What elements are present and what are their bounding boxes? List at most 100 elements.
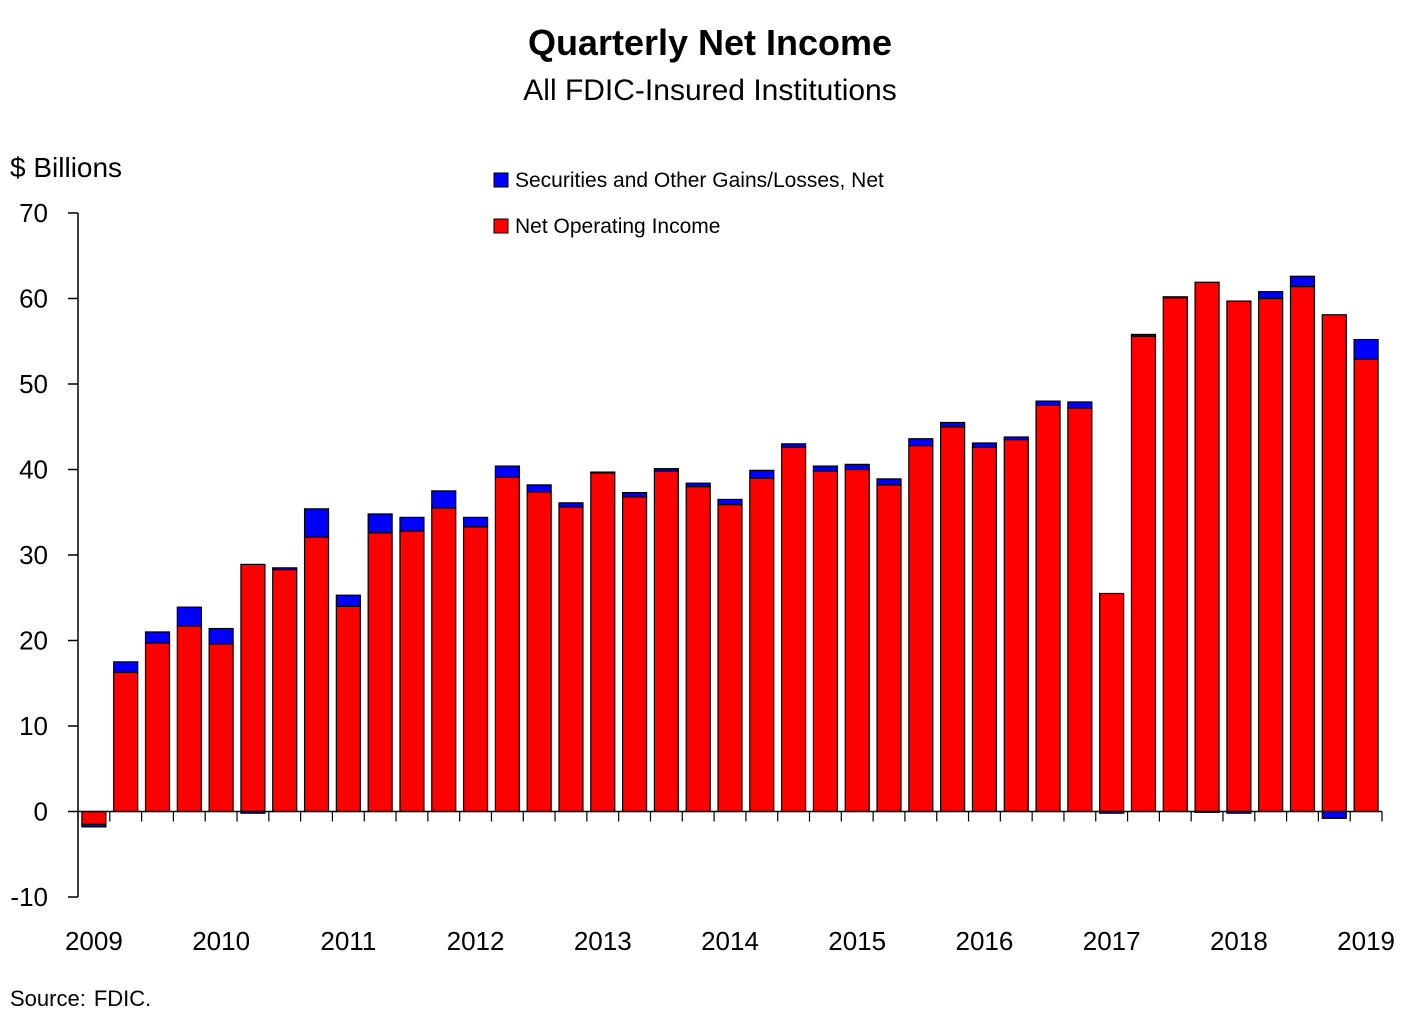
legend-item-net-operating-income-swatch [493,218,509,234]
bar-net-operating-income [1162,297,1188,813]
y-tick-label: 30 [19,540,48,570]
bar-securities-gains [653,468,679,472]
bar-net-operating-income [1194,281,1220,813]
legend-item-securities-gains-swatch [493,172,509,188]
bar-securities-gains [876,478,902,486]
bar-securities-gains [812,465,839,472]
chart-title: Quarterly Net Income [527,22,893,63]
bar-securities-gains [1258,291,1284,300]
bar-net-operating-income [494,476,520,813]
source-value: FDIC. [93,986,152,1011]
bar-securities-gains [176,606,202,627]
bar-net-operating-income [81,810,107,825]
bar-securities-gains [558,502,584,508]
x-tick-label: 2015 [828,926,886,956]
source-label: Source: [10,986,86,1011]
x-tick-label: 2011 [320,926,376,956]
bar-securities-gains [1321,810,1347,819]
bar-securities-gains [1353,338,1379,360]
bar-net-operating-income [399,530,425,813]
bar-securities-gains [685,482,711,488]
bar-net-operating-income [1130,335,1157,813]
bar-net-operating-income [908,444,934,813]
bar-securities-gains [208,627,234,645]
bar-net-operating-income [1353,358,1379,813]
bar-securities-gains [526,484,552,493]
bar-securities-gains [717,498,743,506]
bar-net-operating-income [590,472,616,813]
x-tick-label: 2018 [1210,926,1268,956]
bar-securities-gains [399,516,425,532]
bar-securities-gains [462,516,489,528]
bar-net-operating-income [113,671,139,813]
x-tick-label: 2012 [447,926,505,956]
bar-net-operating-income [1067,407,1093,813]
y-tick-label: 20 [19,626,48,656]
legend: Securities and Other Gains/Losses, Net Ne… [493,169,884,238]
bar-securities-gains [272,567,298,571]
bar-net-operating-income [971,446,998,813]
bar-net-operating-income [462,526,489,813]
bar-net-operating-income [335,605,361,813]
bar-securities-gains [494,465,520,478]
y-axis-label: $ Billions [10,152,123,183]
legend-item-securities-gains-label: Securities and Other Gains/Losses, Net [515,169,884,192]
bar-securities-gains [1130,333,1157,337]
bar-net-operating-income [526,491,552,813]
x-tick-label: 2009 [65,926,123,956]
bar-net-operating-income [558,506,584,813]
bar-net-operating-income [144,642,171,813]
bar-securities-gains [303,508,330,538]
bar-net-operating-income [303,536,330,813]
bar-net-operating-income [1035,404,1061,813]
bar-securities-gains [335,594,361,607]
bar-net-operating-income [653,470,679,813]
bar-net-operating-income [940,426,966,813]
bar-net-operating-income [1226,300,1252,813]
bar-net-operating-income [1321,314,1347,813]
bar-net-operating-income [240,563,266,813]
bars-layer [81,275,1379,828]
y-tick-label: 50 [19,369,48,399]
y-tick-label: 60 [19,284,48,314]
x-tick-label: 2010 [192,926,250,956]
bar-net-operating-income [1099,592,1125,813]
bar-net-operating-income [685,486,711,813]
bar-securities-gains [81,823,107,828]
x-tick-label: 2013 [574,926,632,956]
x-tick-label: 2014 [701,926,759,956]
y-tick-label: 10 [19,711,48,741]
bar-net-operating-income [1289,285,1316,813]
bar-net-operating-income [781,446,807,813]
bar-net-operating-income [367,532,393,813]
bar-net-operating-income [431,507,457,813]
bar-net-operating-income [1258,297,1284,813]
bar-securities-gains [781,443,807,448]
bar-securities-gains [590,471,616,474]
bar-securities-gains [367,513,393,534]
bar-securities-gains [621,491,648,498]
x-tick-label: 2019 [1337,926,1395,956]
bar-securities-gains [908,438,934,447]
bar-securities-gains [971,442,998,448]
y-tick-label: 0 [34,797,48,827]
bar-securities-gains [1289,275,1316,288]
bar-securities-gains [113,661,139,673]
bar-securities-gains [749,469,775,479]
bar-net-operating-income [812,470,839,813]
bar-net-operating-income [621,496,648,813]
bar-net-operating-income [717,503,743,813]
bar-net-operating-income [272,568,298,813]
bar-securities-gains [1035,400,1061,406]
bar-securities-gains [431,490,457,509]
bar-net-operating-income [1003,438,1029,813]
bar-securities-gains [844,463,870,471]
bar-securities-gains [1162,296,1188,299]
bar-net-operating-income [749,477,775,813]
bar-net-operating-income [176,625,202,813]
bar-net-operating-income [876,484,902,813]
x-tick-label: 2016 [956,926,1014,956]
y-tick-label: 70 [19,198,48,228]
x-tick-label: 2017 [1083,926,1141,956]
